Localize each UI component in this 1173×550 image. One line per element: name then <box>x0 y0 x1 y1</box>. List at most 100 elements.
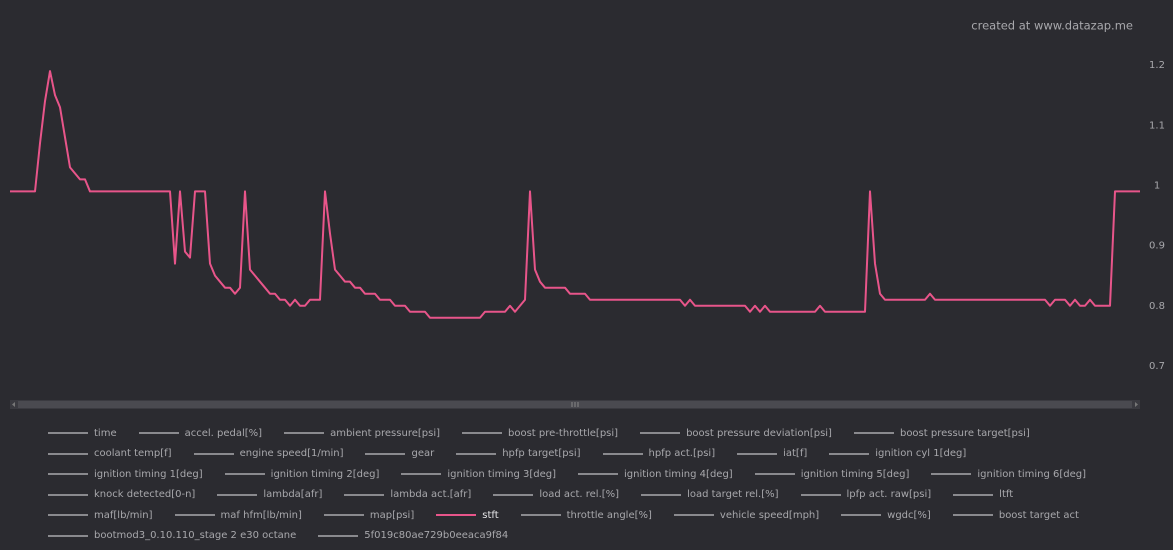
legend-item[interactable]: boost pressure target[psi] <box>853 423 1030 444</box>
legend-label[interactable]: ignition timing 1[deg] <box>94 468 203 480</box>
legend-label[interactable]: gear <box>411 448 435 460</box>
legend-label[interactable]: map[psi] <box>369 509 415 521</box>
legend-item[interactable]: ignition cyl 1[deg] <box>829 444 966 465</box>
legend-swatch <box>953 493 994 496</box>
legend-label[interactable]: boost pre-throttle[psi] <box>508 427 619 439</box>
legend-swatch <box>318 534 359 537</box>
legend-swatch <box>365 452 406 455</box>
legend-label[interactable]: ignition timing 2[deg] <box>270 468 380 480</box>
legend-label[interactable]: boost target act <box>998 509 1079 521</box>
legend-swatch <box>401 473 442 476</box>
legend-label[interactable]: boost pressure target[psi] <box>899 427 1030 439</box>
legend-swatch <box>48 493 88 496</box>
legend-item[interactable]: ambient pressure[psi] <box>284 423 440 444</box>
legend-label[interactable]: throttle angle[%] <box>566 509 652 521</box>
legend-label[interactable]: time <box>94 427 117 439</box>
legend-item[interactable]: vehicle speed[mph] <box>673 505 820 526</box>
legend-label[interactable]: accel. pedal[%] <box>184 427 263 439</box>
legend-item[interactable]: maf hfm[lb/min] <box>174 505 302 526</box>
series-line <box>10 70 1140 319</box>
legend-label[interactable]: lambda[afr] <box>263 489 323 501</box>
legend-item[interactable]: gear <box>365 444 434 465</box>
legend-swatch <box>174 514 215 517</box>
y-tick-label: 0.7 <box>1149 361 1165 372</box>
legend-label[interactable]: 5f019c80ae729b0eeaca9f84 <box>364 530 509 542</box>
legend-swatch <box>800 493 841 496</box>
legend-label[interactable]: maf hfm[lb/min] <box>220 509 302 521</box>
chart: created at www.datazap.me 0.7 0.8 0.9 1 1.1 1… <box>10 19 1165 409</box>
legend-swatch <box>853 432 894 435</box>
legend-label[interactable]: load target rel.[%] <box>687 489 779 501</box>
legend-item[interactable]: ignition timing 3[deg] <box>401 464 556 485</box>
legend-label[interactable]: lambda act.[afr] <box>390 489 472 501</box>
legend-item[interactable]: ignition timing 2[deg] <box>224 464 380 485</box>
legend-label[interactable]: ignition timing 6[deg] <box>977 468 1087 480</box>
legend-item[interactable]: coolant temp[f] <box>48 444 172 465</box>
legend-item[interactable]: lambda act.[afr] <box>344 485 471 506</box>
legend: time accel. pedal[%] ambient pressure[psi]… <box>48 423 1148 546</box>
legend-label[interactable]: iat[f] <box>783 448 808 460</box>
legend-label[interactable]: hpfp act.[psi] <box>648 448 716 460</box>
legend-item[interactable]: 5f019c80ae729b0eeaca9f84 <box>318 526 508 547</box>
legend-item[interactable]: hpfp target[psi] <box>456 444 581 465</box>
legend-label[interactable]: load act. rel.[%] <box>539 489 620 501</box>
scrollbar-grip[interactable] <box>571 402 579 407</box>
y-tick-label: 1 <box>1154 180 1160 191</box>
legend-item[interactable]: iat[f] <box>737 444 807 465</box>
legend-label[interactable]: ignition timing 4[deg] <box>624 468 733 480</box>
legend-item[interactable]: wgdc[%] <box>841 505 931 526</box>
legend-item[interactable]: load act. rel.[%] <box>493 485 619 506</box>
legend-item[interactable]: boost pressure deviation[psi] <box>640 423 832 444</box>
legend-swatch <box>754 473 795 476</box>
legend-item[interactable]: stft <box>436 505 499 526</box>
legend-label[interactable]: boost pressure deviation[psi] <box>686 427 832 439</box>
legend-label[interactable]: ltft <box>999 489 1014 501</box>
legend-item[interactable]: ignition timing 5[deg] <box>754 464 910 485</box>
legend-item[interactable]: lpfp act. raw[psi] <box>800 485 932 506</box>
legend-item[interactable]: bootmod3_0.10.110_stage 2 e30 octane <box>48 526 296 547</box>
legend-swatch <box>841 514 882 517</box>
legend-item[interactable]: map[psi] <box>323 505 415 526</box>
legend-swatch <box>462 432 502 435</box>
y-tick-label: 0.8 <box>1149 301 1165 312</box>
legend-item[interactable]: ignition timing 6[deg] <box>931 464 1086 485</box>
legend-swatch <box>48 473 88 476</box>
legend-item[interactable]: throttle angle[%] <box>520 505 652 526</box>
legend-label[interactable]: bootmod3_0.10.110_stage 2 e30 octane <box>94 530 297 542</box>
legend-item[interactable]: knock detected[0-n] <box>48 485 195 506</box>
legend-label[interactable]: wgdc[%] <box>887 509 931 521</box>
legend-label[interactable]: ignition cyl 1[deg] <box>875 448 967 460</box>
legend-item[interactable]: accel. pedal[%] <box>138 423 263 444</box>
legend-label[interactable]: engine speed[1/min] <box>239 448 344 460</box>
legend-swatch <box>48 534 88 537</box>
legend-label[interactable]: stft <box>482 509 499 521</box>
legend-label[interactable]: ambient pressure[psi] <box>330 427 440 439</box>
legend-label[interactable]: coolant temp[f] <box>94 448 172 460</box>
scrollbar[interactable] <box>10 400 1140 409</box>
legend-swatch <box>737 452 778 455</box>
legend-label[interactable]: vehicle speed[mph] <box>719 509 820 521</box>
legend-item[interactable]: lambda[afr] <box>217 485 322 506</box>
legend-item[interactable]: maf[lb/min] <box>48 505 153 526</box>
legend-label[interactable]: hpfp target[psi] <box>502 448 581 460</box>
legend-swatch <box>48 452 88 455</box>
legend-label[interactable]: ignition timing 5[deg] <box>800 468 910 480</box>
legend-swatch <box>952 514 993 517</box>
legend-item[interactable]: load target rel.[%] <box>641 485 779 506</box>
legend-item[interactable]: ignition timing 4[deg] <box>578 464 733 485</box>
legend-item[interactable]: engine speed[1/min] <box>193 444 344 465</box>
legend-item[interactable]: time <box>48 423 117 444</box>
legend-label[interactable]: ignition timing 3[deg] <box>447 468 557 480</box>
legend-item[interactable]: ignition timing 1[deg] <box>48 464 203 485</box>
legend-swatch <box>578 473 619 476</box>
legend-item[interactable]: boost target act <box>952 505 1079 526</box>
legend-item[interactable]: ltft <box>953 485 1013 506</box>
legend-swatch <box>344 493 385 496</box>
legend-swatch <box>829 452 870 455</box>
legend-label[interactable]: maf[lb/min] <box>94 509 153 521</box>
legend-label[interactable]: knock detected[0-n] <box>94 489 196 501</box>
legend-item[interactable]: boost pre-throttle[psi] <box>462 423 618 444</box>
legend-item[interactable]: hpfp act.[psi] <box>602 444 716 465</box>
legend-label[interactable]: lpfp act. raw[psi] <box>846 489 932 501</box>
